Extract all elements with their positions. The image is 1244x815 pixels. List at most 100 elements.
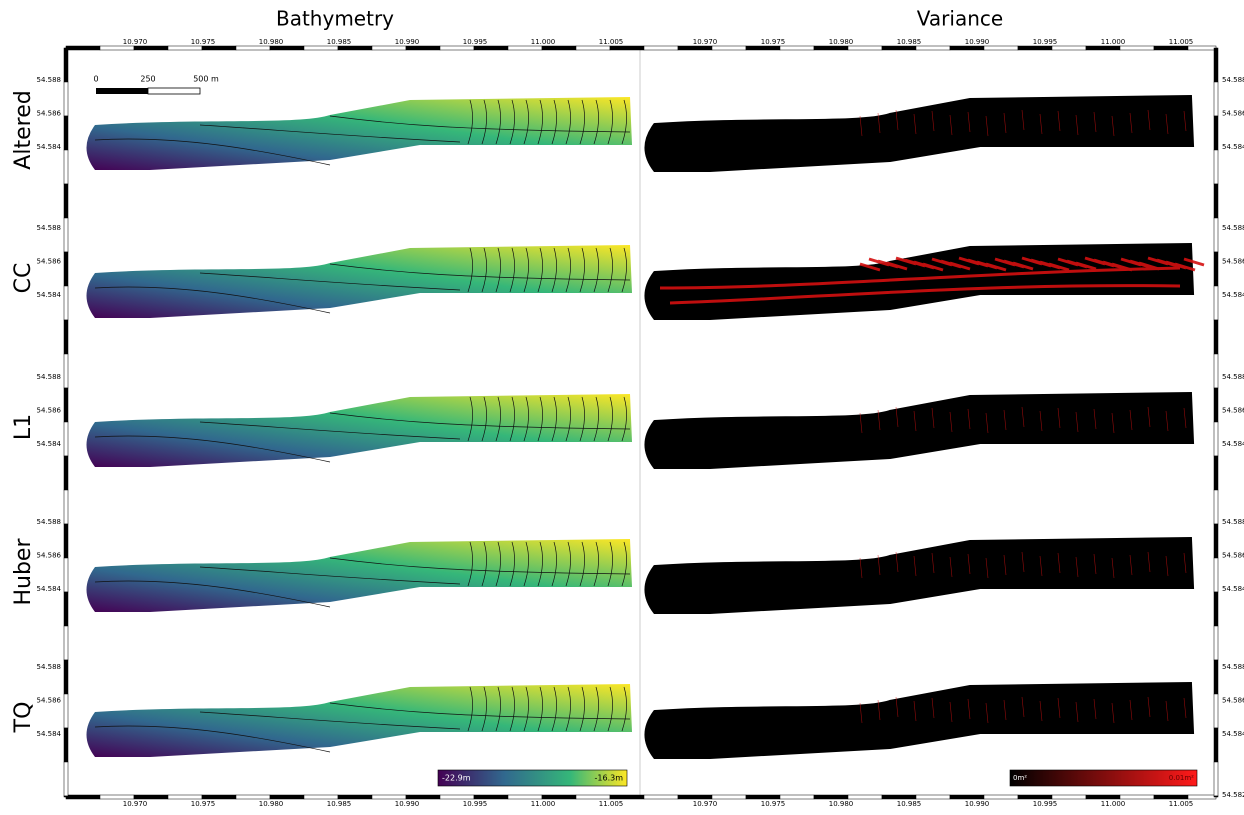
x-tick-label: 10.985	[327, 38, 352, 46]
axis-bar	[1214, 456, 1218, 490]
axis-bar	[1214, 592, 1218, 626]
axis-bar	[64, 354, 68, 388]
axis-bar	[1214, 626, 1218, 660]
panel-title: Bathymetry	[276, 7, 394, 31]
axis-bar	[168, 46, 202, 50]
y-tick-label: 54.584	[1222, 143, 1244, 151]
axis-bar	[338, 795, 372, 799]
axis-bar	[610, 795, 644, 799]
x-tick-label: 10.975	[191, 800, 216, 808]
x-tick-label: 10.970	[693, 800, 718, 808]
scale-label: 500 m	[193, 75, 219, 84]
axis-bar	[814, 795, 848, 799]
axis-bar	[236, 795, 270, 799]
x-tick-label: 11.005	[599, 38, 624, 46]
axis-bar	[1214, 524, 1218, 558]
colorbar-label: 0m²	[1013, 774, 1027, 782]
x-tick-label: 11.000	[531, 38, 556, 46]
axis-bar	[1052, 795, 1086, 799]
y-tick-label: 54.588	[37, 373, 62, 381]
y-tick-label: 54.584	[1222, 730, 1244, 738]
axis-bar	[644, 46, 678, 50]
axis-bar	[64, 116, 68, 150]
axis-bar	[64, 558, 68, 592]
x-tick-label: 10.995	[463, 800, 488, 808]
axis-bar	[64, 48, 68, 82]
x-tick-label: 10.970	[123, 800, 148, 808]
axis-bar	[64, 796, 68, 797]
x-tick-label: 11.005	[1169, 38, 1194, 46]
axis-bar	[508, 46, 542, 50]
x-tick-label: 10.975	[761, 38, 786, 46]
axis-bar	[64, 660, 68, 694]
bathymetry-map	[87, 394, 633, 467]
colorbar-label: -16.3m	[595, 774, 624, 783]
axis-bar	[1120, 795, 1154, 799]
axis-bar	[576, 46, 610, 50]
axis-bar	[1214, 660, 1218, 694]
axis-bar	[1214, 796, 1218, 797]
content: BathymetryVariance10.97010.97010.97010.9…	[11, 7, 1244, 809]
y-tick-label: 54.588	[37, 663, 62, 671]
x-tick-label: 10.970	[693, 38, 718, 46]
axis-bar	[1188, 795, 1216, 799]
figure: BathymetryVariance10.97010.97010.97010.9…	[0, 0, 1244, 811]
axis-bar	[64, 286, 68, 320]
bathymetry-map	[87, 684, 633, 757]
y-tick-label: 54.584	[1222, 585, 1244, 593]
axis-bar	[1154, 46, 1188, 50]
x-tick-label: 10.995	[1033, 38, 1058, 46]
axis-bar	[66, 795, 100, 799]
y-tick-label: 54.586	[37, 697, 62, 705]
row-label: Huber	[11, 538, 36, 606]
axis-bar	[1214, 252, 1218, 286]
y-tick-label: 54.584	[1222, 440, 1244, 448]
axis-bar	[1120, 46, 1154, 50]
axis-bar	[780, 46, 814, 50]
axis-bar	[202, 46, 236, 50]
axis-bar	[1214, 116, 1218, 150]
axis-bar	[440, 46, 474, 50]
variance-map	[647, 245, 1193, 318]
axis-bar	[542, 46, 576, 50]
axis-bar	[712, 46, 746, 50]
axis-bar	[1018, 46, 1052, 50]
y-tick-label: 54.586	[37, 552, 62, 560]
axis-bar	[1086, 46, 1120, 50]
axis-bar	[474, 46, 508, 50]
y-tick-label: 54.586	[1222, 110, 1244, 118]
x-tick-label: 10.970	[123, 38, 148, 46]
axis-bar	[64, 524, 68, 558]
axis-bar	[202, 795, 236, 799]
axis-bar	[882, 795, 916, 799]
bathymetry-map	[87, 97, 633, 170]
x-tick-label: 11.000	[531, 800, 556, 808]
y-tick-label: 54.586	[1222, 552, 1244, 560]
scale-label: 250	[140, 75, 155, 84]
axis-bar	[64, 490, 68, 524]
axis-bar	[168, 795, 202, 799]
axis-bar	[372, 46, 406, 50]
axis-bar	[916, 46, 950, 50]
x-tick-label: 10.980	[829, 38, 854, 46]
axis-bar	[746, 46, 780, 50]
axis-bar	[576, 795, 610, 799]
axis-bar	[678, 46, 712, 50]
y-tick-label: 54.584	[37, 585, 62, 593]
scale-bar-black	[96, 88, 148, 94]
y-tick-label: 54.588	[1222, 518, 1244, 526]
variance-map	[647, 539, 1193, 612]
axis-bar	[270, 46, 304, 50]
axis-bar	[1214, 762, 1218, 796]
axis-bar	[1214, 422, 1218, 456]
axis-bar	[1214, 728, 1218, 762]
axis-bar	[1214, 558, 1218, 592]
axis-bar	[64, 252, 68, 286]
axis-bar	[64, 422, 68, 456]
axis-bar	[1214, 694, 1218, 728]
y-tick-label: 54.584	[37, 730, 62, 738]
axis-bar	[1214, 286, 1218, 320]
axis-bar	[64, 626, 68, 660]
axis-bar	[984, 46, 1018, 50]
y-tick-label: 54.588	[37, 76, 62, 84]
